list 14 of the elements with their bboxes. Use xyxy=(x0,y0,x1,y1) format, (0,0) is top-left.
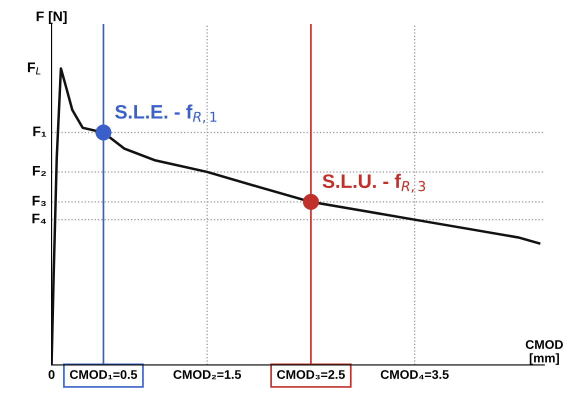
series-label: S.L.E. - f$_{R,1}$ xyxy=(115,104,216,124)
ref-line-label: F₃ xyxy=(32,196,46,206)
x-tick-label: CMOD₄=3.5 xyxy=(380,370,449,380)
x-tick-label: CMOD₂=1.5 xyxy=(173,370,242,380)
x-axis-title: CMOD [mm] xyxy=(526,340,563,365)
series-label: S.L.U. - f$_{R,3}$ xyxy=(322,174,426,193)
annotation: F$_{L}$ xyxy=(28,62,40,74)
y-axis-title: F [N] xyxy=(36,11,67,24)
x-tick-label: CMOD₃=2.5 xyxy=(277,370,345,380)
x-tick-label: CMOD₁=0.5 xyxy=(70,370,138,380)
x-tick-label: 0 xyxy=(48,370,55,379)
ref-line-label: F₄ xyxy=(32,214,46,224)
ref-line-label: F₂ xyxy=(32,166,46,176)
ref-line-label: F₁ xyxy=(33,126,46,137)
